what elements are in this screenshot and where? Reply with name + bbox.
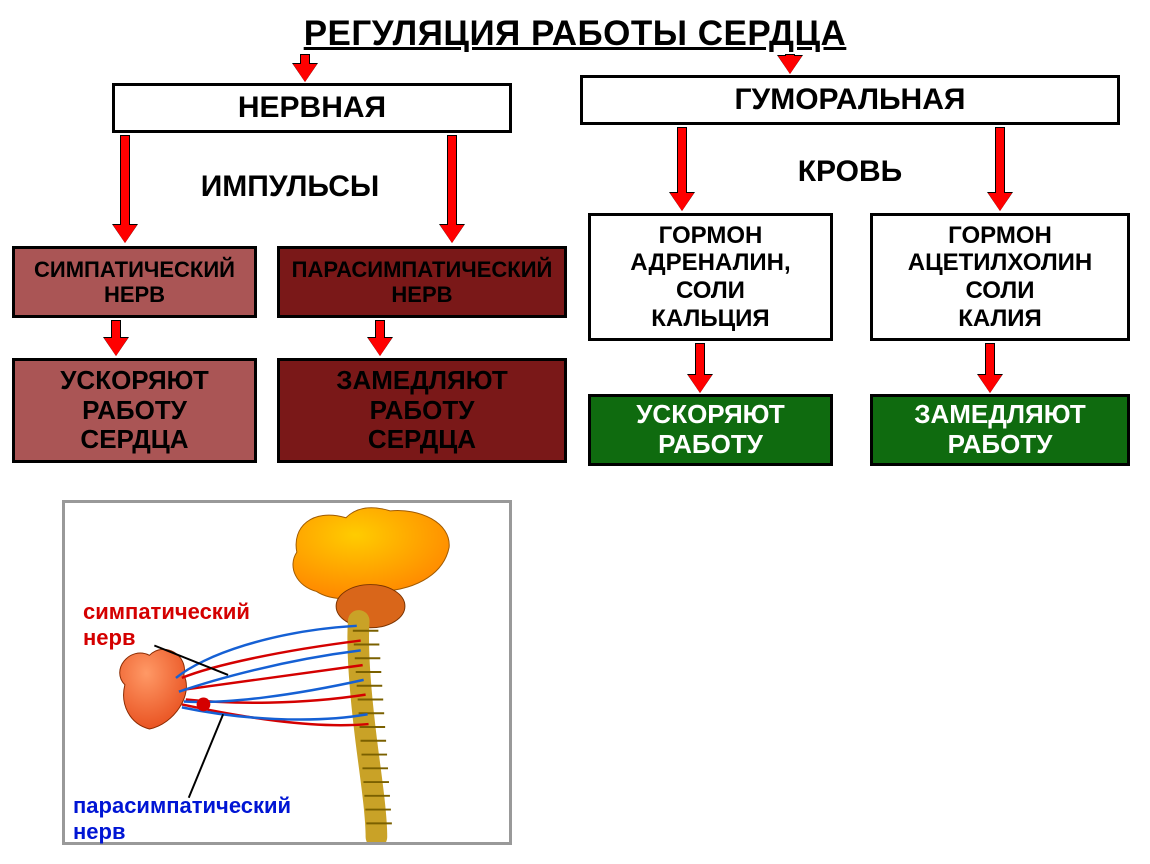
node-krov: КРОВЬ <box>770 155 930 191</box>
node-nervnaya: НЕРВНАЯ <box>112 83 512 133</box>
node-adren: ГОРМОНАДРЕНАЛИН,СОЛИКАЛЬЦИЯ <box>588 213 833 341</box>
parasimp-nerve-label: парасимпатическийнерв <box>73 793 333 845</box>
node-impulsy: ИМПУЛЬСЫ <box>170 170 410 206</box>
node-parasimp: ПАРАСИМПАТИЧЕСКИЙНЕРВ <box>277 246 567 318</box>
simp-nerve-label: симпатическийнерв <box>83 599 283 651</box>
node-acetil: ГОРМОНАЦЕТИЛХОЛИНСОЛИКАЛИЯ <box>870 213 1130 341</box>
node-zamed1: ЗАМЕДЛЯЮТРАБОТУСЕРДЦА <box>277 358 567 463</box>
node-gumoral: ГУМОРАЛЬНАЯ <box>580 75 1120 125</box>
node-simp: СИМПАТИЧЕСКИЙНЕРВ <box>12 246 257 318</box>
node-zamed2: ЗАМЕДЛЯЮТРАБОТУ <box>870 394 1130 466</box>
node-uskor2: УСКОРЯЮТРАБОТУ <box>588 394 833 466</box>
page-title: РЕГУЛЯЦИЯ РАБОТЫ СЕРДЦА <box>0 0 1150 54</box>
node-uskor1: УСКОРЯЮТРАБОТУСЕРДЦА <box>12 358 257 463</box>
anatomy-illustration: симпатическийнерв парасимпатическийнерв <box>62 500 512 845</box>
